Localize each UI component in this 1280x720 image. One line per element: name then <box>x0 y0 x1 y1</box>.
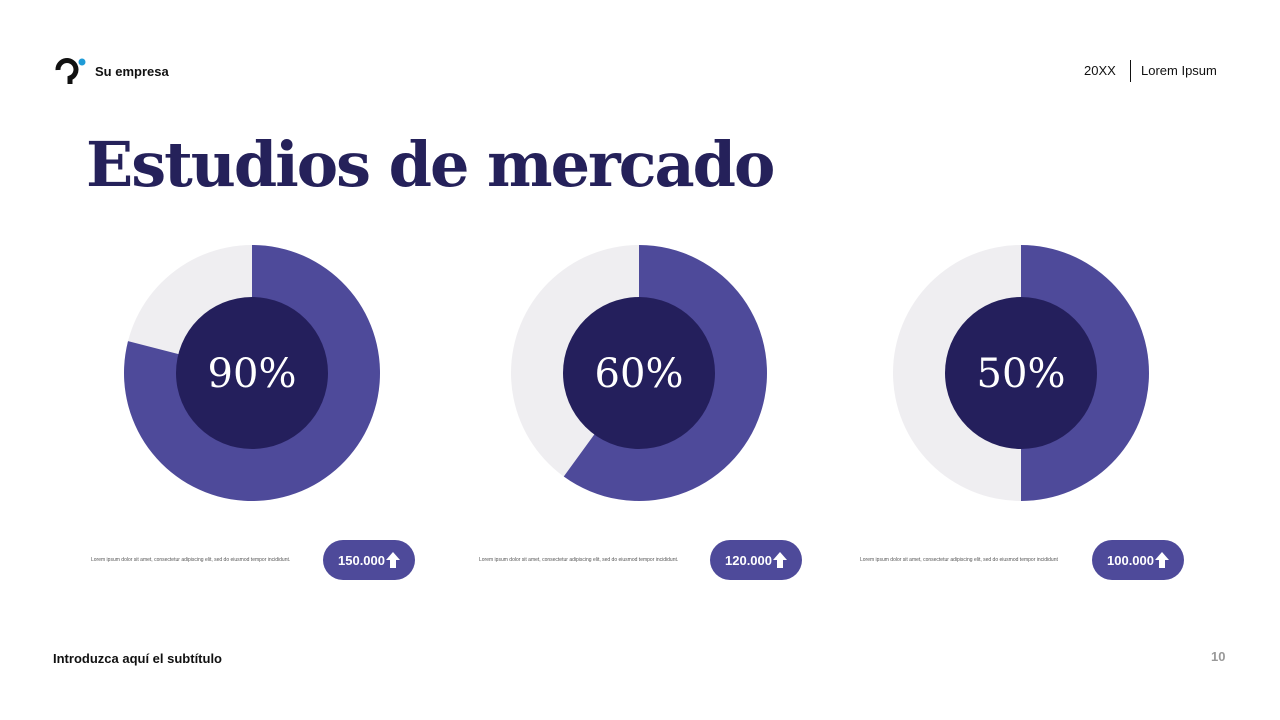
badge-value: 120.000 <box>725 552 772 568</box>
donut-chart: 50% <box>893 245 1149 501</box>
badge-value: 150.000 <box>338 552 385 568</box>
year: 20XX <box>1084 63 1116 78</box>
donut-center <box>563 297 715 449</box>
header-label: Lorem Ipsum <box>1141 63 1217 78</box>
logo-icon <box>55 58 86 84</box>
arrow-up-icon <box>1155 552 1169 568</box>
description-text: Lorem ipsum dolor sit amet, consectetur … <box>479 557 679 563</box>
donut-center <box>176 297 328 449</box>
divider <box>1130 60 1131 82</box>
percent-label: 60% <box>595 351 684 397</box>
donut-chart: 60% <box>511 245 767 502</box>
percent-label: 90% <box>208 351 297 397</box>
badge-value: 100.000 <box>1107 552 1154 568</box>
arrow-up-icon <box>386 552 400 568</box>
description-text: Lorem ipsum dolor sit amet, consectetur … <box>91 557 291 563</box>
page-title: Estudios de mercado <box>86 128 775 201</box>
value-badge: 120.000 <box>710 540 802 580</box>
percent-label: 50% <box>977 351 1066 397</box>
page-number: 10 <box>1211 649 1226 664</box>
brand-name: Su empresa <box>95 64 169 79</box>
donut-center <box>945 297 1097 449</box>
subtitle: Introduzca aquí el subtítulo <box>53 651 222 666</box>
value-badge: 150.000 <box>323 540 415 580</box>
description-text: Lorem ipsum dolor sit amet, consectetur … <box>860 557 1058 563</box>
arrow-up-icon <box>773 552 787 568</box>
value-badge: 100.000 <box>1092 540 1184 580</box>
donut-chart: 90% <box>124 245 381 501</box>
